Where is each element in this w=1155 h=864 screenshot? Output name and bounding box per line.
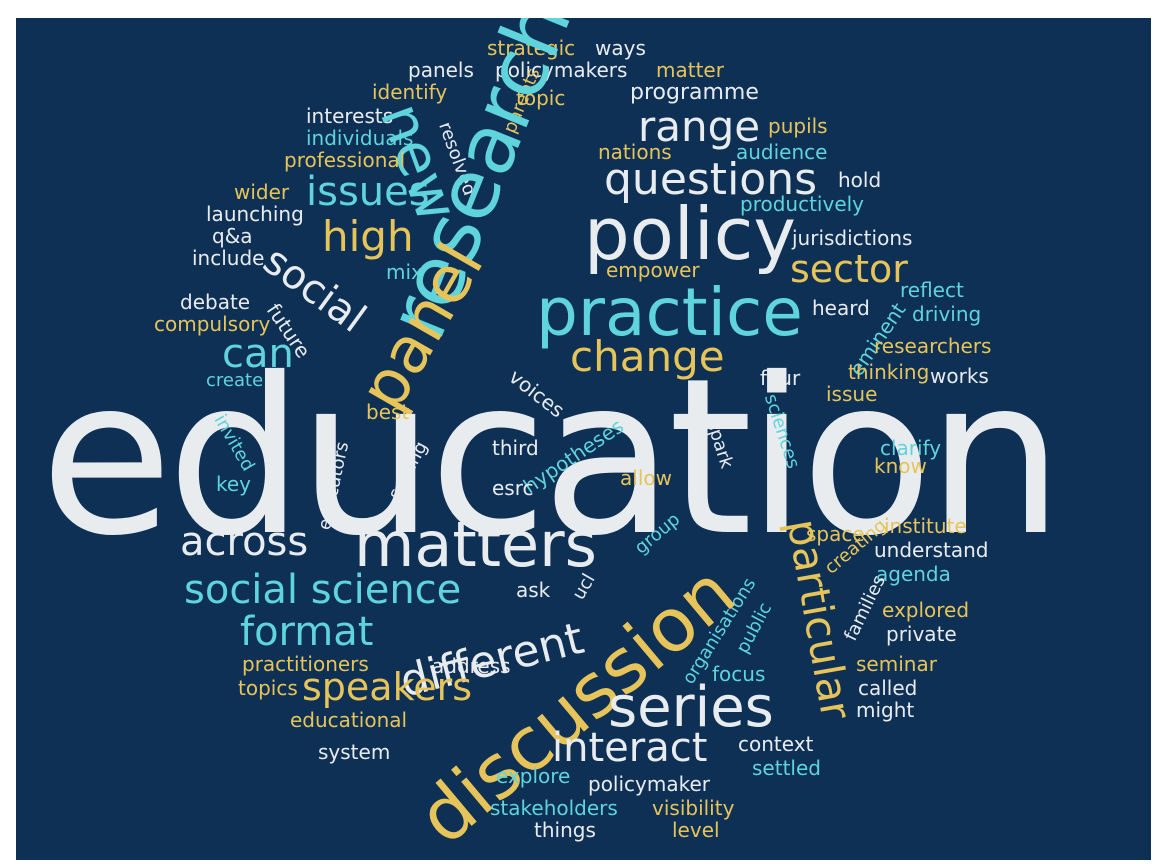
word: know [874,454,927,478]
word: focus [712,662,766,686]
word: might [856,698,915,722]
word: mix [386,260,423,284]
word: policy [584,192,796,276]
word: private [886,622,957,646]
word: jurisdictions [792,226,913,250]
word: clarify [880,436,942,460]
word: esrc [492,476,534,500]
word: level [672,818,720,842]
word: debate [180,290,251,314]
word: works [930,364,989,388]
word: panels [408,58,474,82]
word: practice [536,274,803,351]
word: issues [306,169,430,215]
word: context [738,732,814,756]
word: speakers [302,665,473,709]
word: called [858,676,918,700]
word: key [216,472,252,496]
word: ways [595,36,646,60]
word: identify [372,80,448,104]
word: system [318,740,391,764]
word: professional [284,148,406,172]
word: settled [752,756,821,780]
word: four [760,366,801,390]
word: include [192,246,265,270]
word: policymakers [495,58,628,82]
word: things [534,818,596,842]
word: series [608,675,774,740]
word: topic [516,86,566,110]
word: issue [826,382,878,406]
word: heard [812,296,870,320]
word: can [222,331,294,377]
word: allow [620,466,672,490]
word: nations [598,140,672,164]
word: high [322,212,414,261]
word: empower [606,258,700,282]
word: create [206,370,264,391]
word: individuals [306,126,414,150]
word: pupils [768,114,828,138]
word: visibility [652,796,735,820]
word: across [180,519,309,565]
word: social science [184,567,462,613]
word: hold [838,168,882,192]
word: researchers [874,334,992,358]
word: stakeholders [490,796,618,820]
word: wider [234,180,290,204]
word: educational [290,708,408,732]
word: sector [790,247,908,291]
word: understand [874,538,989,562]
word: explore [496,764,571,788]
word: programme [630,80,759,105]
word: driving [912,302,982,326]
word: strategic [487,36,576,60]
word: space [806,522,865,546]
word: topics [238,676,298,700]
word: productively [740,192,865,216]
word: address [432,654,511,678]
word: format [240,609,374,655]
word: policymaker [588,772,711,796]
word: explored [882,598,970,622]
word: education [40,332,1064,583]
word: matter [656,58,724,82]
word: audience [736,140,828,164]
word: thinking [848,360,930,384]
word: q&a [212,224,253,248]
word: best [366,400,410,424]
word: practitioners [242,652,369,676]
word: reflect [900,278,964,302]
word: launching [206,202,304,226]
word: change [570,332,725,381]
word: institute [884,514,967,538]
word-cloud: strategic ways panels policymakers matte… [16,18,1151,860]
word: interact [552,725,708,771]
word: matters [354,508,597,581]
word: questions [604,154,818,205]
word: agenda [876,562,951,586]
word: range [638,102,761,151]
word: seminar [856,652,937,676]
word: compulsory [154,312,271,336]
word: third [492,436,539,460]
word: interests [306,104,394,128]
word: ask [516,578,551,602]
